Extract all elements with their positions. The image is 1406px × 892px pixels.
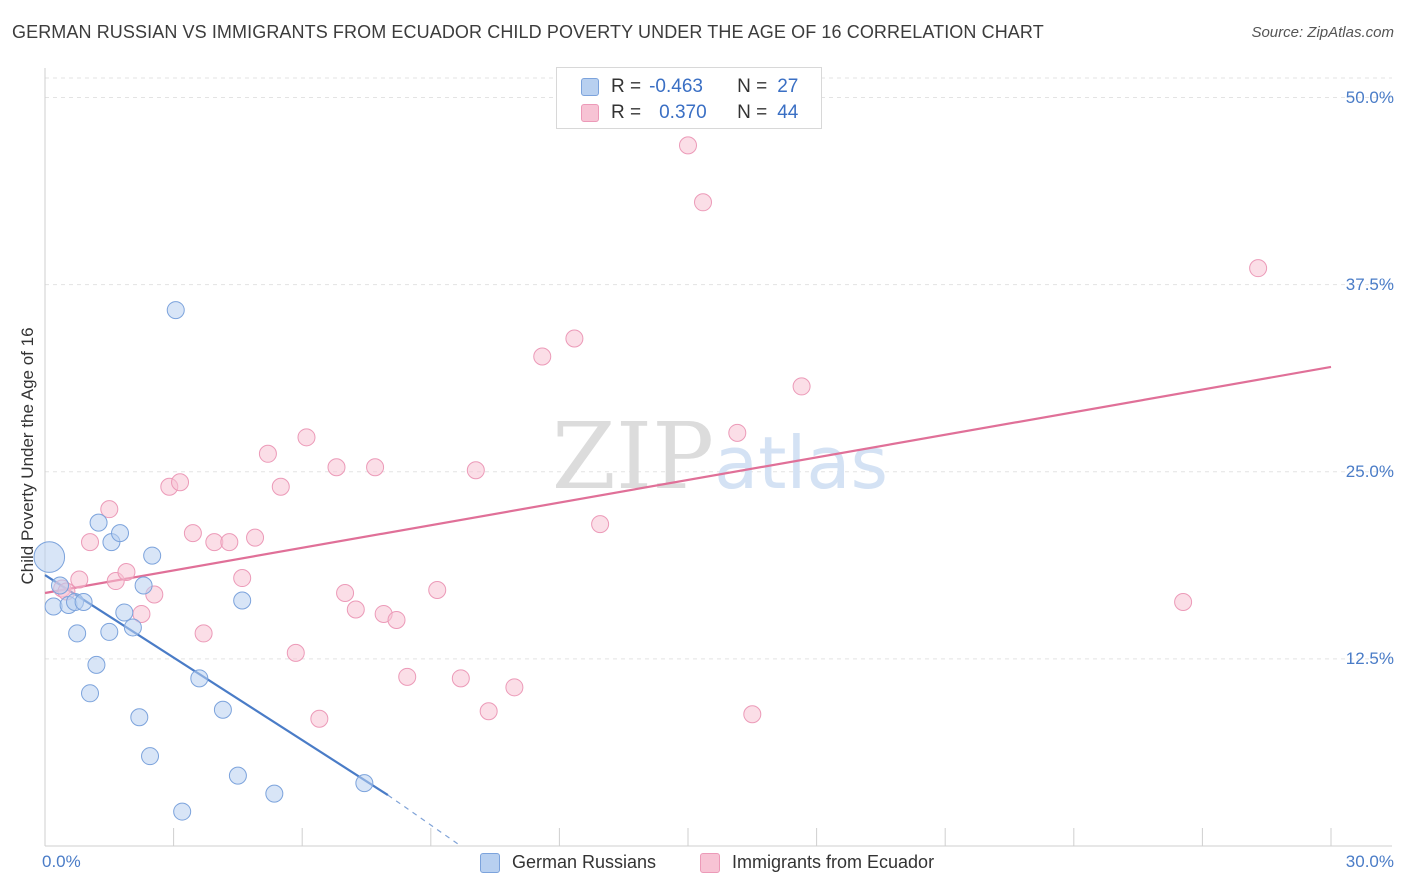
series-legend: German Russians Immigrants from Ecuador: [0, 852, 1406, 878]
data-point-ecuador: [117, 563, 136, 582]
legend-item-german-russians[interactable]: German Russians: [480, 852, 656, 873]
n-value-ecuador: 44: [777, 102, 799, 123]
axes: [44, 68, 1392, 847]
legend-item-ecuador[interactable]: Immigrants from Ecuador: [700, 852, 934, 873]
chart-source: Source: ZipAtlas.com: [1251, 24, 1394, 41]
r-label: R =: [611, 76, 642, 97]
n-label: N =: [737, 102, 768, 123]
stats-row-german-russians: R = -0.463 N = 27: [581, 74, 798, 100]
data-point-ecuador: [466, 461, 485, 480]
legend-swatch-ecuador: [700, 852, 720, 873]
data-point-ecuador: [743, 705, 762, 724]
data-point-ecuador: [70, 570, 89, 589]
data-point-german-russians: [130, 708, 149, 727]
data-point-ecuador: [728, 423, 747, 442]
data-point-german-russians: [115, 603, 134, 622]
trend-line-ecuador: [44, 365, 1332, 595]
data-point-german-russians: [51, 576, 70, 595]
data-point-ecuador: [679, 136, 697, 155]
data-point-ecuador: [505, 678, 524, 697]
data-point-ecuador: [297, 428, 316, 447]
watermark: ZIPatlas: [552, 403, 888, 510]
trend-line-german-russians: [44, 574, 389, 797]
data-point-german-russians: [33, 541, 66, 573]
stats-legend: R = -0.463 N = 27 R = 0.370 N = 44: [556, 67, 822, 129]
chart-title: GERMAN RUSSIAN VS IMMIGRANTS FROM ECUADO…: [12, 22, 1044, 42]
data-point-ecuador: [233, 569, 252, 588]
data-point-ecuador: [1174, 592, 1193, 611]
data-point-ecuador: [171, 473, 190, 492]
data-point-ecuador: [286, 643, 305, 662]
data-point-german-russians: [134, 576, 153, 595]
data-point-german-russians: [141, 747, 160, 766]
trend-line-extension: [387, 794, 462, 847]
r-value-ecuador: 0.370: [659, 102, 707, 123]
swatch-german-russians: [581, 78, 599, 96]
r-label: R =: [611, 102, 642, 123]
data-point-ecuador: [100, 500, 119, 519]
data-point-german-russians: [123, 618, 142, 637]
data-point-ecuador: [533, 347, 552, 366]
data-point-ecuador: [81, 533, 100, 552]
data-point-german-russians: [143, 546, 162, 565]
data-point-ecuador: [694, 193, 713, 212]
data-point-german-russians: [74, 592, 93, 611]
data-point-ecuador: [271, 477, 290, 496]
data-point-german-russians: [173, 802, 192, 821]
data-point-german-russians: [68, 624, 87, 643]
data-point-ecuador: [565, 329, 584, 348]
data-point-german-russians: [111, 524, 130, 543]
n-value-german-russians: 27: [777, 76, 799, 97]
data-point-ecuador: [310, 709, 329, 728]
data-point-ecuador: [346, 600, 365, 619]
data-point-ecuador: [398, 667, 417, 686]
data-point-ecuador: [205, 533, 224, 552]
data-point-ecuador: [792, 377, 811, 396]
data-point-ecuador: [1249, 259, 1268, 278]
data-point-german-russians: [44, 597, 63, 616]
x-tick-label-min: 0.0%: [42, 852, 81, 871]
data-point-german-russians: [87, 655, 106, 674]
data-point-german-russians: [100, 622, 119, 641]
data-points: [33, 136, 1268, 821]
y-tick-label: 25.0%: [1345, 461, 1394, 481]
y-axis-label: Child Poverty Under the Age of 16: [18, 327, 37, 585]
data-point-ecuador: [591, 515, 610, 534]
stats-row-ecuador: R = 0.370 N = 44: [581, 100, 798, 126]
r-value-german-russians: -0.463: [649, 76, 703, 97]
data-point-german-russians: [89, 513, 108, 532]
swatch-ecuador: [581, 104, 599, 122]
data-point-ecuador: [327, 458, 346, 477]
data-point-german-russians: [213, 700, 232, 719]
data-point-ecuador: [183, 524, 202, 543]
data-point-ecuador: [336, 584, 355, 603]
y-tick-label: 12.5%: [1345, 648, 1394, 668]
y-tick-label: 50.0%: [1345, 87, 1394, 107]
data-point-german-russians: [228, 766, 247, 785]
data-point-ecuador: [479, 702, 498, 721]
trend-lines: [44, 365, 1332, 847]
data-point-german-russians: [190, 669, 209, 688]
data-point-german-russians: [265, 784, 284, 803]
legend-swatch-german-russians: [480, 852, 500, 873]
y-tick-label: 37.5%: [1345, 274, 1394, 294]
n-label: N =: [737, 76, 768, 97]
data-point-ecuador: [220, 533, 239, 552]
data-point-german-russians: [81, 684, 100, 703]
legend-label-ecuador: Immigrants from Ecuador: [732, 852, 935, 872]
data-point-ecuador: [246, 528, 265, 547]
x-tick-label-max: 30.0%: [1345, 852, 1394, 871]
data-point-german-russians: [166, 301, 185, 320]
data-point-ecuador: [366, 458, 385, 477]
data-point-ecuador: [194, 624, 213, 643]
watermark-zip: ZIP: [552, 403, 714, 510]
data-point-ecuador: [451, 669, 470, 688]
data-point-german-russians: [355, 774, 374, 793]
data-point-german-russians: [233, 591, 252, 610]
data-point-ecuador: [387, 610, 406, 629]
legend-label-german-russians: German Russians: [512, 852, 657, 872]
data-point-ecuador: [258, 444, 277, 463]
data-point-ecuador: [428, 581, 447, 600]
